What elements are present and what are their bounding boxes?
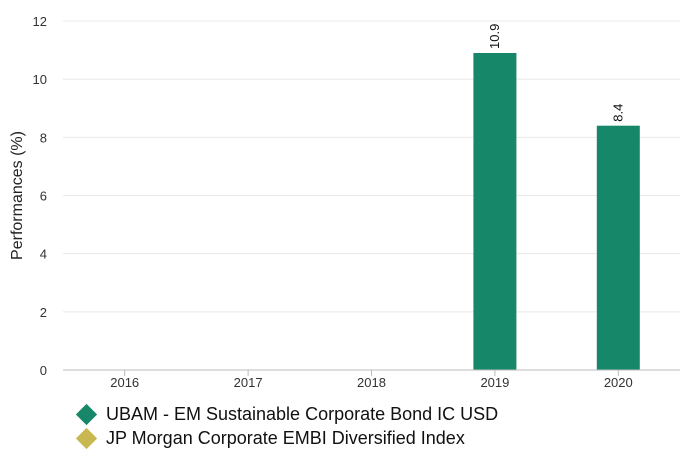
- legend-label: JP Morgan Corporate EMBI Diversified Ind…: [106, 427, 465, 448]
- y-tick-label: 4: [40, 247, 47, 262]
- bar-value-label: 10.9: [487, 24, 502, 49]
- y-tick-label: 0: [40, 363, 47, 378]
- bar: [596, 125, 640, 370]
- y-axis-label: Performances (%): [9, 131, 26, 260]
- y-tick-label: 12: [33, 14, 47, 29]
- y-tick-label: 8: [40, 130, 47, 145]
- y-tick-label: 2: [40, 305, 47, 320]
- x-tick-label: 2017: [234, 375, 263, 390]
- legend-label: UBAM - EM Sustainable Corporate Bond IC …: [106, 403, 499, 424]
- y-tick-label: 10: [33, 72, 47, 87]
- bar: [473, 52, 517, 370]
- y-tick-label: 6: [40, 189, 47, 204]
- bar-value-labels: 10.9 8.4: [487, 24, 625, 122]
- legend-marker-diamond-icon: [75, 427, 98, 449]
- x-tick-label: 2019: [480, 375, 509, 390]
- x-tick-label: 2020: [604, 375, 633, 390]
- chart-canvas: 0 2 4 6 8 10 12 2016 2017 2018 2019 2020 10.9 8.4 P…: [9, 14, 680, 390]
- bar-value-label: 8.4: [610, 104, 625, 122]
- y-axis-tick-labels: 0 2 4 6 8 10 12: [33, 14, 47, 378]
- gridlines: [63, 20, 680, 313]
- legend-item: UBAM - EM Sustainable Corporate Bond IC …: [75, 402, 499, 426]
- bars: [473, 52, 640, 370]
- x-axis-tick-labels: 2016 2017 2018 2019 2020: [110, 370, 633, 390]
- legend: UBAM - EM Sustainable Corporate Bond IC …: [75, 402, 499, 450]
- x-tick-label: 2018: [357, 375, 386, 390]
- x-tick-label: 2016: [110, 375, 139, 390]
- legend-marker-diamond-icon: [75, 403, 98, 425]
- legend-item: JP Morgan Corporate EMBI Diversified Ind…: [75, 426, 498, 450]
